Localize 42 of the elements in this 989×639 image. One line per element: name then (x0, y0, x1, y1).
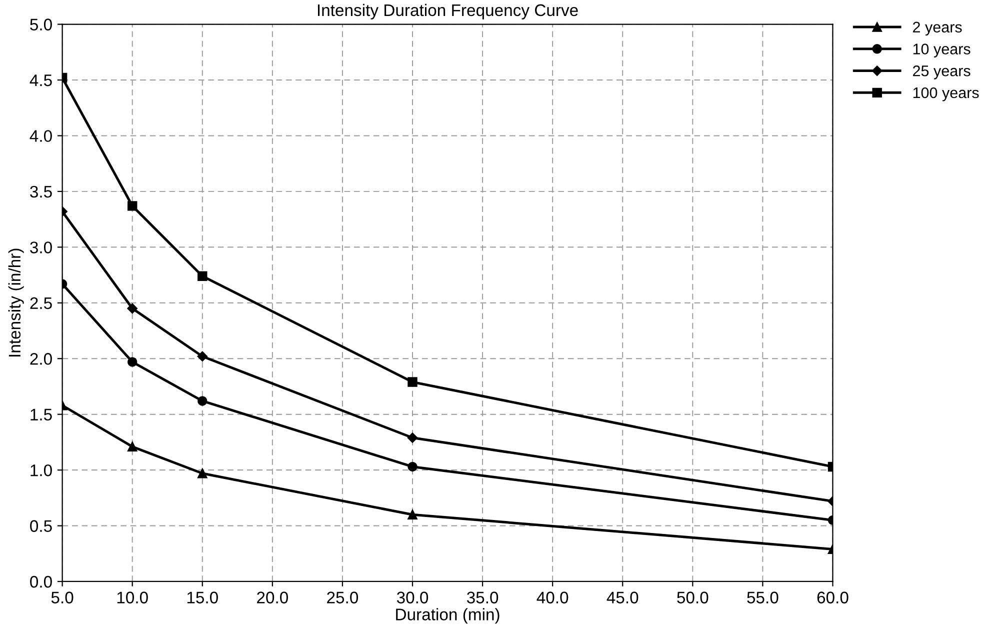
point (127, 442, 138, 452)
y-tick-label: 4.5 (30, 74, 52, 86)
x-tick-label: 15.0 (187, 592, 218, 604)
x-tick-label: 50.0 (677, 592, 708, 604)
point (127, 201, 138, 211)
y-tick-label: 5.0 (30, 18, 52, 30)
x-tick-label: 5.0 (51, 592, 74, 604)
y-tick-label: 3.0 (30, 242, 52, 254)
legend-label: 25 years (913, 65, 970, 80)
x-tick-label: 45.0 (606, 592, 638, 604)
point (408, 377, 418, 387)
legend-label: 2 years (913, 22, 962, 36)
x-tick-label: 25.0 (327, 592, 358, 604)
y-tick-label: 1.0 (30, 464, 52, 476)
y-tick-label: 4.0 (30, 130, 52, 142)
x-tick-label: 10.0 (117, 592, 148, 604)
point (408, 462, 418, 472)
x-tick-label: 35.0 (466, 592, 498, 604)
y-tick-label: 1.5 (30, 408, 52, 421)
y-tick-label: 0.5 (30, 520, 52, 532)
x-tick-label: 40.0 (536, 592, 568, 604)
point (127, 357, 138, 367)
y-tick-label: 0.0 (30, 576, 52, 588)
point (198, 468, 208, 478)
y-tick-label: 2.5 (30, 297, 52, 310)
x-tick-label: 20.0 (257, 592, 288, 604)
point (407, 432, 418, 443)
legend-label: 100 years (913, 87, 979, 102)
point (197, 351, 208, 362)
y-axis-title: Intensity (in/hr) (8, 248, 24, 356)
x-tick-label: 30.0 (396, 592, 428, 604)
legend-label: 10 years (913, 44, 970, 58)
point (198, 271, 208, 281)
point (408, 510, 418, 520)
y-tick-label: 2.0 (30, 353, 52, 365)
y-tick-label: 3.5 (30, 186, 52, 198)
x-axis-title: Duration (min) (396, 608, 500, 624)
chart-title: Intensity Duration Frequency Curve (318, 4, 578, 20)
x-tick-label: 55.0 (747, 592, 778, 604)
point (198, 396, 208, 406)
point (127, 303, 138, 314)
x-tick-label: 60.0 (817, 592, 848, 604)
